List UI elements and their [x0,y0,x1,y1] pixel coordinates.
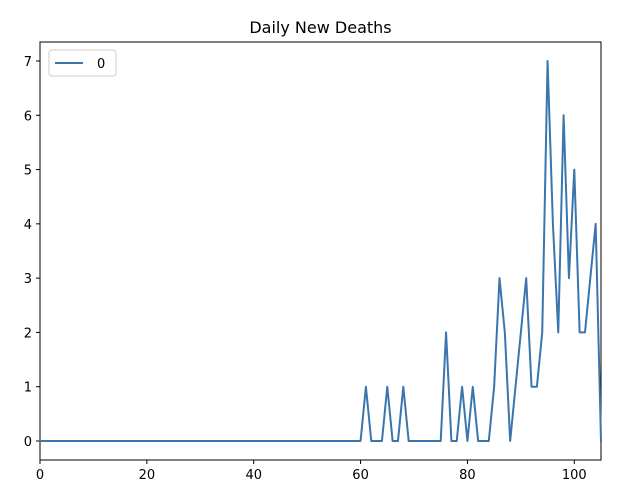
axes [39,41,602,461]
y-tick-label: 2 [24,326,32,341]
series-line-0 [39,60,603,443]
x-tick-label: 80 [459,468,476,483]
legend: 0 [48,49,117,77]
y-tick-label: 4 [24,218,32,233]
series-layer [39,60,603,443]
x-tick-label: 20 [139,468,156,483]
x-tick-label: 40 [245,468,262,483]
ticks: 0 20 40 60 80 100 0 1 2 3 4 5 6 7 [24,55,587,483]
chart-title: Daily New Deaths [249,18,391,37]
y-tick-label: 6 [24,109,32,124]
y-tick-label: 5 [24,164,32,179]
x-tick-label: 0 [36,468,44,483]
x-tick-label: 60 [352,468,369,483]
y-tick-label: 1 [24,381,32,396]
x-tick-label: 100 [562,468,587,483]
y-tick-label: 3 [24,272,32,287]
y-tick-label: 7 [24,55,32,70]
legend-label: 0 [97,57,105,72]
plot-frame [39,41,602,461]
y-tick-label: 0 [24,435,32,450]
